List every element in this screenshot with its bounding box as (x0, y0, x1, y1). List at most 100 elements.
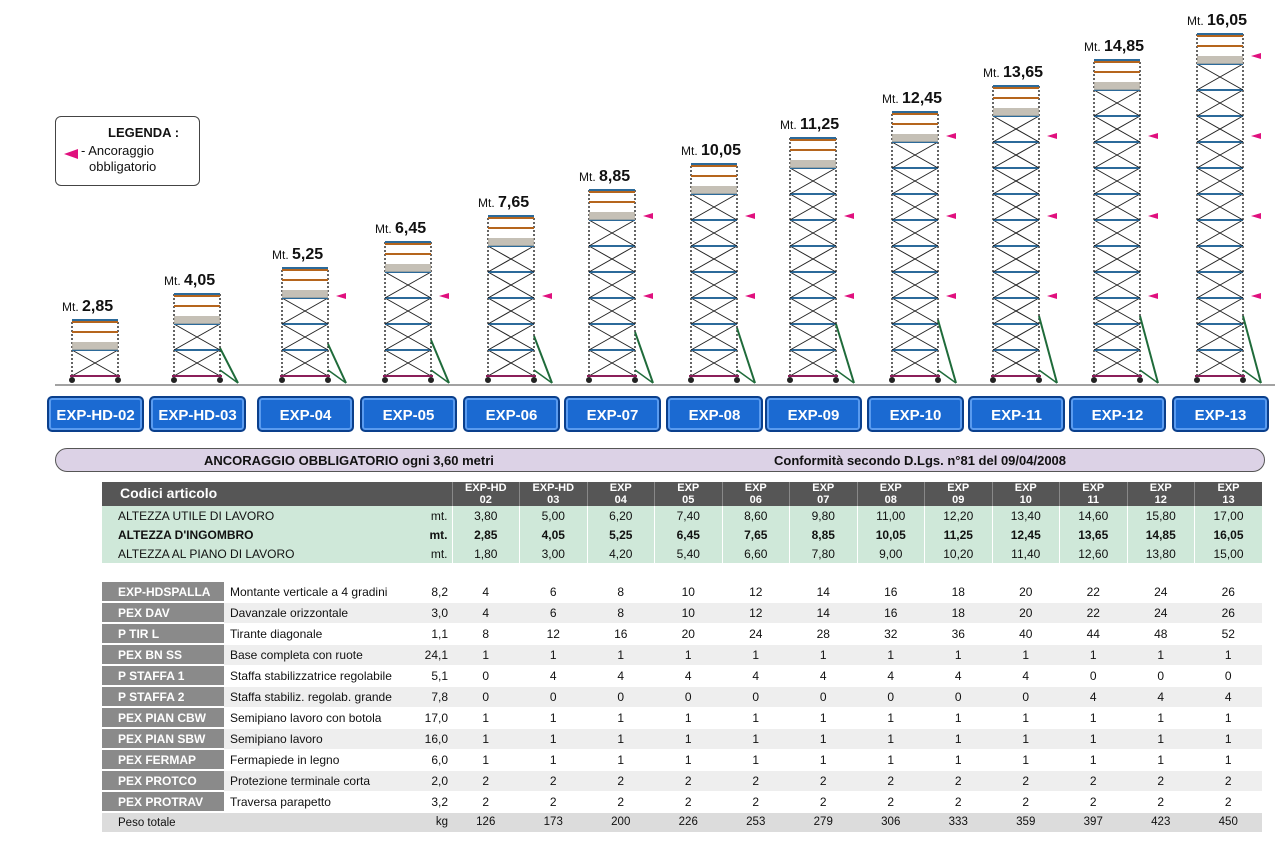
wheel-icon (833, 377, 839, 383)
height-row: ALTEZZA D'INGOMBRO mt. 2,85 4,05 5,25 6,45 7,6… (102, 525, 1262, 544)
model-button[interactable]: EXP-HD-03 (149, 396, 246, 432)
model-button[interactable]: EXP-10 (867, 396, 964, 432)
column-header-line2: 05 (682, 494, 695, 506)
table-cell: 1 (1194, 749, 1262, 771)
table-cell: 1 (452, 707, 520, 729)
height-row-unit: mt. (416, 525, 452, 544)
table-cell: 1 (587, 707, 655, 729)
column-header: EXP 04 (586, 482, 655, 506)
wheel-icon (1091, 377, 1097, 383)
table-cell: 1 (519, 707, 587, 729)
tower-height-label: Mt. 16,05 (1187, 12, 1247, 30)
column-header-line2: 09 (952, 494, 965, 506)
table-cell: 2 (452, 791, 520, 813)
anchor-marker-icon (745, 213, 755, 219)
scaffold-tower (279, 267, 347, 384)
wheel-icon (531, 377, 537, 383)
item-weight: 17,0 (416, 707, 452, 729)
wheel-icon (279, 377, 285, 383)
model-button[interactable]: EXP-HD-02 (47, 396, 144, 432)
wheel-icon (990, 377, 996, 383)
table-cell: 2 (722, 770, 790, 792)
table-cell: 10,05 (856, 525, 925, 544)
table-cell: 1 (924, 749, 992, 771)
table-cell: 12,60 (1059, 544, 1127, 563)
table-cell: 1 (519, 728, 587, 750)
table-cell: 4 (1127, 686, 1195, 708)
table-cell: 11,40 (991, 544, 1060, 563)
height-value: 7,65 (498, 194, 530, 211)
table-cell: 1 (1059, 749, 1127, 771)
legend-text: - Ancoraggio obbligatorio (81, 143, 156, 175)
table-row: PEX BN SS Base completa con ruote 24,1 1 1 1 1… (102, 644, 1262, 666)
legend-title: LEGENDA : (108, 125, 180, 140)
model-button[interactable]: EXP-08 (666, 396, 763, 432)
table-cell: 2 (519, 791, 587, 813)
anchor-marker-icon (1047, 213, 1057, 219)
table-cell: 36 (924, 623, 992, 645)
table-cell: 26 (1194, 602, 1262, 624)
table-cell: 24 (1127, 602, 1195, 624)
model-button[interactable]: EXP-13 (1172, 396, 1269, 432)
table-cell: 14 (789, 582, 857, 603)
table-cell: 0 (722, 686, 790, 708)
wheel-icon (688, 377, 694, 383)
model-button[interactable]: EXP-04 (257, 396, 354, 432)
item-weight: 1,1 (416, 623, 452, 645)
height-prefix: Mt. (681, 144, 698, 158)
anchor-marker-icon (1251, 133, 1261, 139)
anchor-marker-icon (542, 293, 552, 299)
table-cell: 1 (789, 644, 857, 666)
table-cell: 423 (1127, 812, 1195, 832)
model-button[interactable]: EXP-12 (1069, 396, 1166, 432)
table-cell: 6 (519, 602, 587, 624)
wheel-icon (586, 377, 592, 383)
table-row: P STAFFA 1 Staffa stabilizzatrice regolab… (102, 665, 1262, 687)
table-cell: 1 (1194, 707, 1262, 729)
conformity-note: Conformità secondo D.Lgs. n°81 del 09/04… (774, 453, 1067, 468)
column-header-line1: EXP (677, 482, 700, 494)
table-cell: 4,20 (586, 544, 655, 563)
model-button[interactable]: EXP-06 (463, 396, 560, 432)
table-cell: 16,05 (1194, 525, 1262, 544)
height-prefix: Mt. (62, 300, 79, 314)
table-cell: 4,05 (519, 525, 587, 544)
table-cell: 1 (1127, 728, 1195, 750)
table-cell: 333 (924, 812, 992, 832)
table-cell: 0 (452, 686, 520, 708)
item-code: EXP-HDSPALLA (102, 582, 224, 603)
model-button[interactable]: EXP-11 (968, 396, 1065, 432)
table-cell: 126 (452, 812, 520, 832)
scaffold-tower (990, 85, 1058, 384)
table-cell: 0 (924, 686, 992, 708)
table-cell: 8 (587, 602, 655, 624)
column-header-line2: 03 (547, 494, 560, 506)
table-cell: 1 (1059, 728, 1127, 750)
wheel-icon (1240, 377, 1246, 383)
table-cell: 1 (857, 749, 925, 771)
item-code: PEX PIAN SBW (102, 728, 224, 750)
item-description: Semipiano lavoro (224, 728, 416, 750)
table-cell: 2 (1127, 770, 1195, 792)
wheel-icon (889, 377, 895, 383)
model-button[interactable]: EXP-05 (360, 396, 457, 432)
item-weight: 3,0 (416, 602, 452, 624)
table-cell: 10 (654, 602, 722, 624)
table-cell: 0 (519, 686, 587, 708)
table-cell: 18 (924, 582, 992, 603)
model-button[interactable]: EXP-09 (765, 396, 862, 432)
table-cell: 4 (722, 665, 790, 687)
anchor-marker-icon (1148, 293, 1158, 299)
model-button[interactable]: EXP-07 (564, 396, 661, 432)
column-header-line1: EXP-HD (464, 482, 507, 494)
table-cell: 1 (1059, 707, 1127, 729)
table-cell: 4 (452, 582, 520, 603)
height-value: 13,65 (1003, 64, 1044, 81)
column-header-line2: 06 (749, 494, 762, 506)
table-cell: 10,20 (924, 544, 992, 563)
item-code: P TIR L (102, 623, 224, 645)
wheel-icon (935, 377, 941, 383)
table-cell: 0 (654, 686, 722, 708)
column-header-line1: EXP (1149, 482, 1172, 494)
table-cell: 4 (1059, 686, 1127, 708)
